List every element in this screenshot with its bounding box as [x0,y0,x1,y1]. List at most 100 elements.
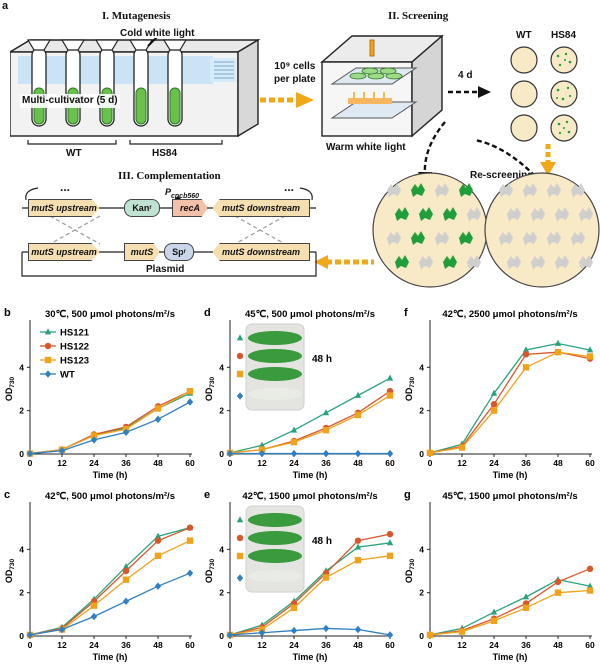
y-axis-label: OD730 [404,558,416,583]
data-point-marker [258,441,266,448]
chart-f: f 42℃, 2500 μmol photons/m²/s0 12 24 36 48 600… [404,307,595,480]
data-point-marker [44,356,52,364]
y-tick-label: 2 [19,406,24,416]
series-HS121 [26,389,194,456]
y-tick-label: 0 [19,631,24,641]
genome-mutS-downstream: mutS downstream [212,199,310,217]
data-point-marker [154,415,162,424]
data-point-marker [236,370,244,378]
x-tick-label: 48 [153,458,163,468]
colony [523,231,537,245]
data-point-marker [236,552,244,560]
colony [459,231,473,245]
data-point-marker [490,608,498,615]
data-point-marker [236,352,244,360]
colony [395,207,409,221]
data-point-marker [290,449,298,458]
chart-e: e 42℃, 1500 μmol photons/m²/s0 12 24 36 48 600… [204,489,395,662]
data-point-marker [354,537,362,544]
warm-light-label: Warm white light [326,142,406,153]
series-line [29,527,191,636]
x-tick-label: 60 [185,458,195,468]
data-point-marker [26,449,34,458]
data-point-marker [522,364,530,371]
data-point-marker [58,625,66,634]
series-line [429,589,591,636]
data-point-marker [90,612,98,621]
culture-tube-wt [248,570,302,582]
series-HS122 [426,565,594,639]
data-point-marker [386,449,394,458]
data-point-marker [354,391,362,398]
data-point-marker [354,543,362,550]
x-tick-label: 36 [521,640,531,650]
y-axis-label: OD730 [4,558,16,583]
data-point-marker [236,534,244,542]
data-point-marker [554,348,562,356]
data-point-marker [58,447,66,455]
inset-label: 48 h [312,536,332,547]
wt-label: WT [66,148,82,159]
colony [571,231,585,245]
y-tick-label: 0 [419,449,424,459]
colony [411,231,425,245]
series-HS121 [26,523,194,638]
genome-mutS-upstream: mutS upstream [28,199,100,217]
data-point-marker [258,629,266,637]
series-HS122 [26,387,194,457]
series-line [429,342,591,454]
orange-arrow-down [540,144,556,176]
x-axis-label: Time (h) [293,470,328,480]
data-point-marker [154,582,162,590]
colony [555,255,569,269]
data-point-marker [290,426,298,433]
multi-cultivator-label: Multi-cultivator (5 d) [22,95,118,106]
colony [499,231,513,245]
x-axis-label: Time (h) [93,470,128,480]
culture-tube [248,331,302,345]
cold-light-label: Cold white light [120,28,195,39]
colony [435,183,449,197]
series-line [29,390,191,455]
series-line [229,555,391,636]
x-tick-label: 60 [585,640,595,650]
data-point-marker [44,328,52,335]
orange-arrow-left [314,255,374,269]
x-tick-label: 24 [89,458,99,468]
data-point-marker [186,537,194,544]
data-point-marker [386,552,394,560]
series-HS123 [26,537,194,639]
legend-label: WT [60,370,75,381]
x-tick-label: 60 [185,640,195,650]
black-arrow-4d [448,86,491,98]
data-point-marker [290,626,298,635]
screening-title: II. Screening [388,10,449,22]
y-axis-label: OD730 [204,376,216,401]
colony [395,255,409,269]
series-line [29,540,191,636]
plasmid-mutS: mutS [124,243,160,261]
series-HS123 [426,587,594,639]
y-tick-label: 4 [219,544,224,554]
data-point-marker [386,392,394,399]
data-point-marker [522,604,530,612]
colony [499,183,513,197]
data-point-marker [90,602,98,609]
colony [531,207,545,221]
y-tick-label: 0 [19,449,24,459]
data-point-marker [354,556,362,564]
x-tick-label: 60 [385,640,395,650]
four-days-label: 4 d [458,70,473,81]
series-line [429,351,591,454]
x-tick-label: 48 [353,640,363,650]
data-point-marker [490,617,498,625]
plasmid-mutS-downstream: mutS downstream [212,243,310,261]
colony [443,255,457,269]
y-tick-label: 0 [219,631,224,641]
panel-letter-f: f [404,307,408,319]
plasmid-label: Plasmid [146,264,185,275]
data-point-marker [586,565,594,573]
colony [547,183,561,197]
series-line [429,568,591,636]
y-axis-label: OD730 [204,558,216,583]
